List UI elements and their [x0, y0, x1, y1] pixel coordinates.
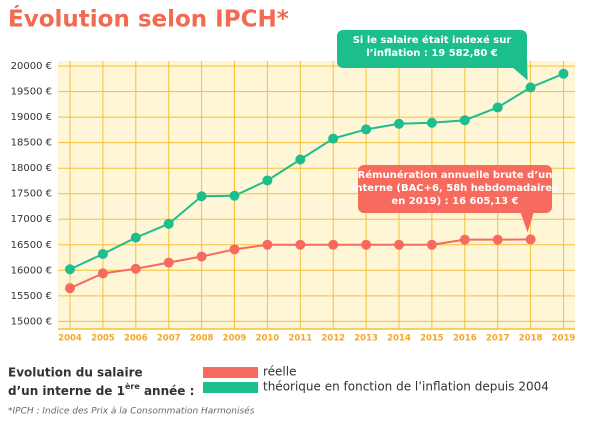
legend-swatch	[203, 367, 258, 378]
data-point	[525, 82, 536, 93]
y-tick-label: 19500 €	[11, 87, 52, 98]
data-point	[525, 234, 536, 245]
legend-title: d’un interne de 1ère année :	[8, 381, 194, 398]
y-tick-label: 15000 €	[11, 316, 52, 327]
chart-title: Évolution selon IPCH*	[8, 5, 289, 33]
x-tick-label: 2014	[387, 334, 411, 344]
data-point	[328, 133, 339, 144]
data-point	[295, 154, 306, 165]
y-tick-label: 20000 €	[11, 61, 52, 72]
y-tick-label: 16000 €	[11, 265, 52, 276]
data-point	[394, 239, 404, 250]
x-tick-label: 2007	[157, 334, 181, 344]
callout-text: Si le salaire était indexé sur	[353, 34, 512, 46]
data-point	[426, 117, 437, 128]
x-tick-label: 2009	[223, 334, 247, 344]
data-point	[229, 244, 240, 255]
data-point	[229, 190, 240, 201]
callout-text: en 2019) :	[391, 196, 452, 207]
data-point	[97, 248, 108, 259]
data-point	[196, 191, 207, 202]
legend-swatch	[203, 382, 258, 393]
x-tick-label: 2019	[552, 334, 576, 344]
callout: Si le salaire était indexé sur l’inflatio…	[337, 30, 528, 81]
x-tick-label: 2011	[288, 334, 312, 344]
callout-text: Rémunération annuelle brute d’un	[358, 169, 553, 181]
x-tick-label: 2013	[354, 334, 378, 344]
data-point	[262, 175, 273, 186]
callout-text: interne (BAC+6, 58h hebdomadaires	[352, 183, 558, 194]
callout-box	[358, 165, 552, 213]
y-tick-label: 18000 €	[11, 163, 52, 174]
data-point	[492, 102, 503, 113]
y-tick-label: 19000 €	[11, 112, 52, 123]
legend-title: Evolution du salaire	[8, 366, 143, 380]
callout-box	[337, 30, 527, 68]
data-point	[459, 115, 470, 126]
data-point	[361, 239, 372, 250]
y-tick-label: 17000 €	[11, 214, 52, 225]
x-tick-label: 2008	[190, 334, 214, 344]
data-point	[65, 264, 75, 275]
callout-value: 19 582,80 €	[431, 48, 497, 59]
x-tick-label: 2018	[519, 334, 543, 344]
callout-value: 16 605,13 €	[452, 196, 518, 207]
legend-label: réelle	[263, 365, 297, 379]
data-point	[130, 263, 141, 274]
x-tick-label: 2006	[124, 334, 148, 344]
legend-title: ère	[125, 381, 140, 391]
callout-text: en 2019) : 16 605,13 €	[391, 196, 518, 207]
data-point	[459, 234, 470, 245]
callout-text: Rémunération annuelle brute d’un	[358, 169, 553, 181]
series-line	[69, 72, 564, 271]
data-point	[361, 124, 372, 135]
y-tick-label: 17500 €	[11, 189, 52, 200]
y-tick-label: 16500 €	[11, 240, 52, 251]
x-tick-label: 2004	[58, 334, 82, 344]
data-point	[492, 234, 503, 245]
data-point	[558, 68, 569, 79]
legend-label: théorique en fonction de l’inflation dep…	[263, 380, 549, 394]
y-tick-label: 15500 €	[11, 291, 52, 302]
data-point	[262, 239, 273, 250]
callout-text: interne (BAC+6, 58h hebdomadaires	[352, 183, 558, 194]
x-tick-label: 2016	[453, 334, 477, 344]
x-tick-label: 2017	[486, 334, 510, 344]
callout-text: Si le salaire était indexé sur	[353, 34, 512, 46]
data-point	[163, 218, 174, 229]
data-point	[196, 251, 207, 262]
data-point	[65, 283, 75, 294]
callout-text: l’inflation :	[366, 48, 431, 59]
footnote: *IPCH : Indice des Prix à la Consommatio…	[8, 406, 255, 417]
x-tick-label: 2015	[420, 334, 444, 344]
data-point	[426, 239, 437, 250]
legend-title: d’un interne de 1	[8, 384, 125, 398]
callout: Rémunération annuelle brute d’un interne …	[352, 165, 558, 233]
data-point	[328, 239, 339, 250]
x-tick-label: 2010	[256, 334, 280, 344]
legend-title: année :	[140, 384, 195, 398]
x-tick-label: 2012	[321, 334, 345, 344]
callout-text: l’inflation : 19 582,80 €	[366, 48, 498, 59]
x-tick-label: 2005	[91, 334, 115, 344]
data-point	[97, 268, 108, 279]
data-point	[163, 257, 174, 268]
data-point	[130, 232, 141, 243]
y-tick-label: 18500 €	[11, 138, 52, 149]
data-point	[295, 239, 306, 250]
data-point	[394, 118, 404, 129]
